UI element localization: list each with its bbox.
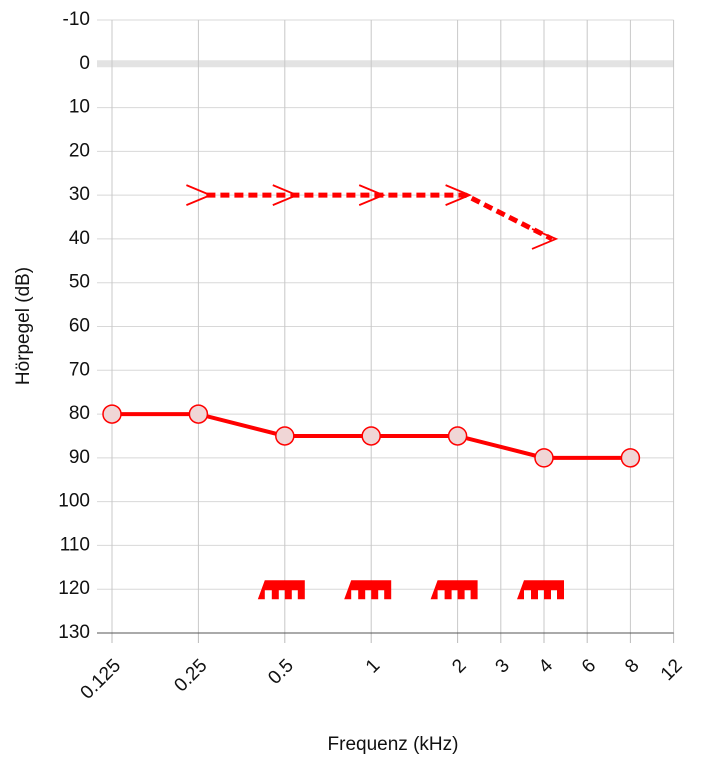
arrow-marker [445,184,472,206]
no-response-marker [517,580,564,600]
y-tick-label: 10 [69,97,90,118]
y-tick-label: 0 [79,53,90,74]
y-tick-label: 80 [69,403,90,424]
arrow-marker [186,184,213,206]
y-tick-label: 30 [69,184,90,205]
y-tick-label: 90 [69,447,90,468]
y-tick-label: 100 [58,491,90,512]
arrow-marker [358,184,386,206]
circle-marker [361,426,381,446]
x-tick-label: 8 [621,655,643,677]
x-tick-label: 2 [448,655,470,677]
x-tick-label: 12 [657,655,687,685]
no-response-marker [257,580,305,600]
no-response-marker [430,580,478,600]
circle-marker [102,404,122,424]
x-tick-label: 0.125 [77,655,125,703]
y-tick-label: 120 [58,578,90,599]
x-tick-label: 0.25 [170,655,211,696]
y-tick-label: 40 [69,228,90,249]
arrow-marker [272,184,300,206]
x-tick-label: 4 [535,655,558,678]
circle-marker [275,426,295,446]
y-tick-label: 20 [69,140,90,161]
x-tick-label: 0.5 [264,655,298,689]
y-tick-label: 70 [69,359,90,380]
circle-marker [447,426,468,446]
y-axis-label: Hörpegel (dB) [13,267,34,385]
y-tick-label: 130 [58,622,90,643]
y-tick-label: -10 [63,9,90,30]
x-tick-label: 1 [362,655,384,677]
arrow-marker [531,228,559,250]
x-tick-label: 3 [492,655,514,677]
y-tick-label: 60 [69,316,90,337]
circle-marker [188,404,209,424]
y-tick-label: 110 [60,534,90,555]
y-tick-label: 50 [69,272,90,293]
masking-line [206,192,554,242]
x-tick-label: 6 [578,655,600,677]
no-response-marker [344,580,392,600]
x-axis-label: Frequenz (kHz) [328,734,459,755]
circle-marker [620,448,641,468]
circle-marker [534,448,554,468]
